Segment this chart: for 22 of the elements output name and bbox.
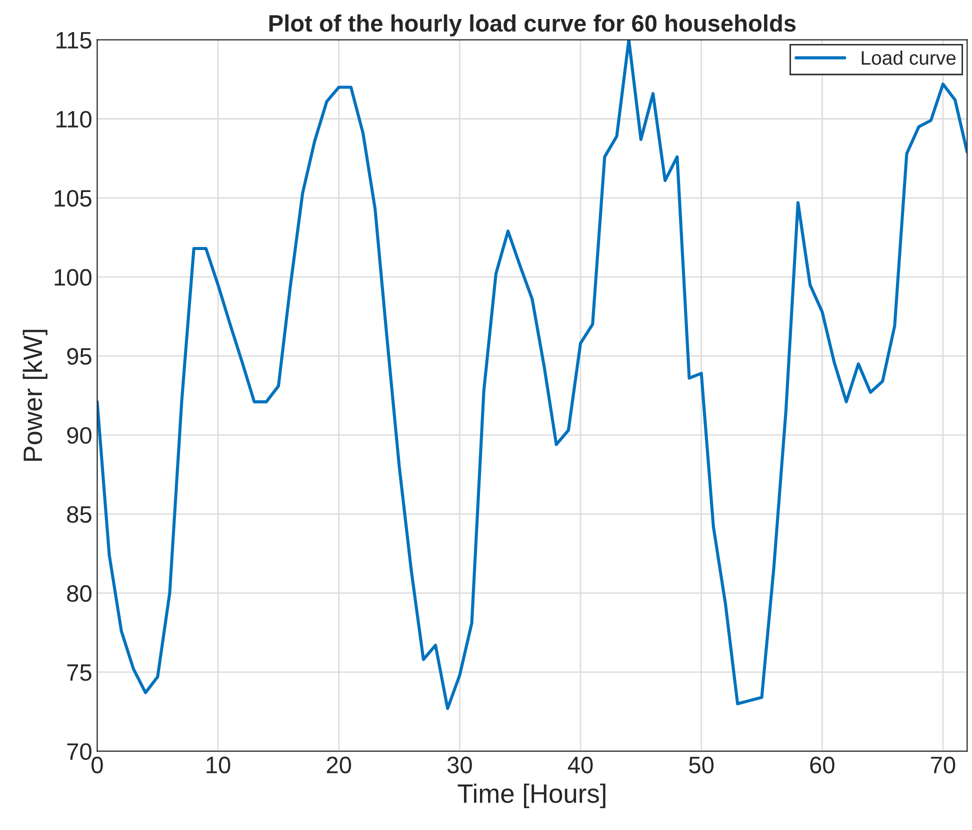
y-tick-label: 95 — [67, 348, 92, 365]
y-tick-label: 75 — [67, 664, 92, 681]
y-tick-label: 85 — [67, 506, 92, 523]
y-tick-label: 70 — [67, 743, 92, 760]
y-tick-label: 100 — [54, 269, 92, 286]
y-tick-label: 80 — [67, 585, 92, 602]
x-tick-label: 10 — [206, 756, 230, 774]
y-tick-label: 115 — [56, 32, 92, 49]
y-tick-label: 110 — [56, 110, 92, 128]
y-tick-label: 90 — [67, 427, 92, 444]
x-tick-label: 30 — [447, 756, 472, 774]
x-tick-label: 20 — [326, 756, 352, 774]
x-tick-label: 0 — [92, 756, 103, 774]
x-tick-label: 60 — [810, 756, 834, 774]
y-axis-title: Power [kW] — [22, 330, 48, 461]
x-tick-label: 70 — [931, 756, 956, 774]
x-axis-title: Time [Hours] — [458, 784, 606, 808]
y-tick-label: 105 — [54, 190, 92, 207]
legend-label: Load curve — [862, 50, 956, 65]
chart-title: Plot of the hourly load curve for 60 households — [269, 14, 796, 36]
x-tick-label: 40 — [568, 756, 593, 774]
x-tick-label: 50 — [689, 756, 714, 774]
